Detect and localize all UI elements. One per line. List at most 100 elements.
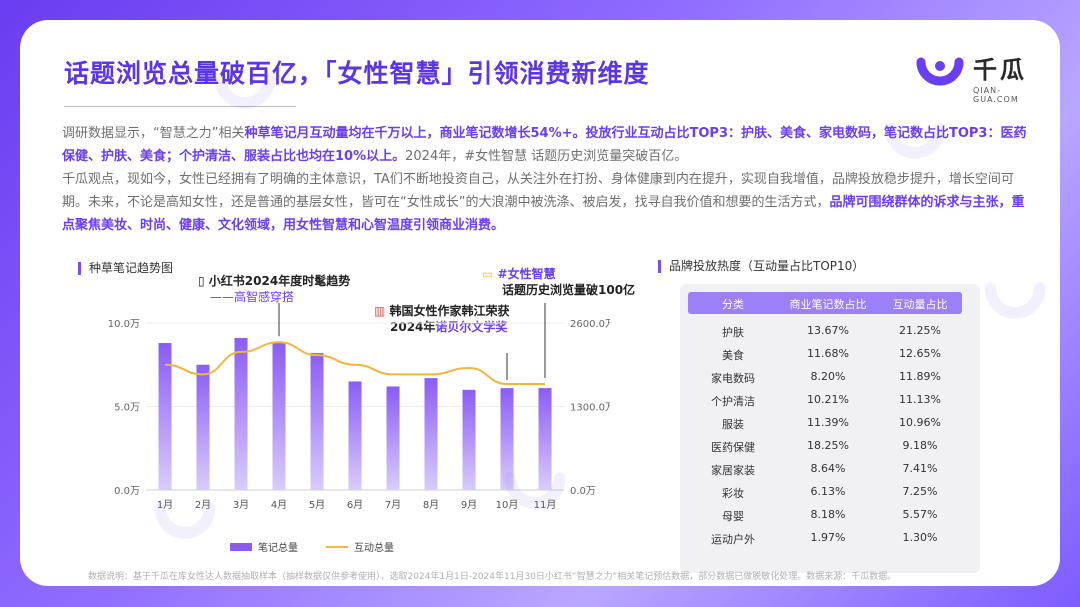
- paragraph-survey: 调研数据显示，“智慧之力”相关种草笔记月互动量均在千万以上，商业笔记数增长54%…: [62, 122, 1028, 168]
- table-cell-note-share: 18.25%: [807, 439, 849, 452]
- table-cell-category: 彩妆: [722, 487, 744, 500]
- table-cell-interaction-share: 9.18%: [902, 439, 938, 452]
- bar-notes: [424, 378, 438, 490]
- table-cell-category: 运动户外: [711, 533, 755, 546]
- table-cell-interaction-share: 7.41%: [902, 462, 938, 475]
- table-cell-interaction-share: 11.13%: [899, 393, 941, 406]
- p1-seg-0: 调研数据显示，“智慧之力”相关: [62, 126, 245, 141]
- p2-seg-0: 千瓜观点，现如今，女性已经拥有了明确的主体意识，TA们不断地投资自己，从关注外在…: [62, 172, 1014, 210]
- monitor-icon: ▭: [482, 267, 494, 281]
- watermark-logo-icon: [154, 502, 216, 539]
- table-cell-note-share: 8.20%: [810, 370, 846, 383]
- report-card: 话题浏览总量破百亿，「女性智慧」引领消费新维度 千瓜 QIAN-GUA.COM …: [20, 20, 1060, 586]
- legend-label-bar: 笔记总量: [258, 541, 298, 554]
- x-tick-label: 10月: [496, 499, 519, 511]
- x-tick-label: 5月: [309, 499, 325, 511]
- bar-notes: [462, 389, 476, 490]
- bar-notes: [348, 381, 362, 490]
- table-cell-note-share: 11.68%: [807, 347, 849, 360]
- table-cell-note-share: 10.21%: [807, 393, 849, 406]
- p1-seg-2: 2024年，#女性智慧 话题历史浏览量突破百亿。: [405, 149, 688, 164]
- table-cell-interaction-share: 7.25%: [902, 485, 938, 498]
- table-header: 分类 商业笔记数占比 互动量占比: [688, 292, 962, 314]
- x-tick-label: 11月: [534, 499, 557, 511]
- chart-section-title: 种草笔记趋势图: [78, 262, 173, 275]
- watermark-logo-icon: [504, 472, 566, 509]
- table-row: 服装 11.39% 10.96%: [688, 412, 962, 435]
- table-cell-note-share: 8.64%: [810, 462, 846, 475]
- trend-chart: 0.0万 5.0万 10.0万 0.0万 1300.0万 2600.0万 1月 2月 3月 4月 5…: [108, 303, 610, 554]
- table-header-category: 分类: [722, 298, 744, 311]
- table-cell-note-share: 8.18%: [810, 508, 846, 521]
- footnote: 数据说明：基于千瓜在库女性达人数据抽取样本（抽样数据仅供参考使用），选取2024…: [88, 572, 897, 582]
- paragraph-viewpoint: 千瓜观点，现如今，女性已经拥有了明确的主体意识，TA们不断地投资自己，从关注外在…: [62, 168, 1028, 237]
- x-tick-label: 7月: [385, 499, 401, 511]
- x-tick-label: 9月: [461, 499, 477, 511]
- legend-swatch-bar: [230, 543, 252, 551]
- table-cell-interaction-share: 12.65%: [899, 347, 941, 360]
- watermark-logo-icon: [984, 282, 1046, 319]
- table-row: 美食 11.68% 12.65%: [688, 343, 962, 366]
- bar-notes: [310, 353, 324, 490]
- table-row: 运动户外 1.97% 1.30%: [688, 527, 962, 550]
- bar-notes: [158, 343, 172, 490]
- bar-notes: [272, 343, 286, 490]
- table-cell-category: 医药保健: [711, 441, 755, 454]
- table-cell-note-share: 1.97%: [810, 531, 846, 544]
- watermark-logo-icon: [214, 72, 276, 109]
- y-left-tick-label: 10.0万: [108, 319, 140, 330]
- table-header-interaction-share: 互动量占比: [892, 298, 948, 311]
- annotation-nobel-line1: 韩国女性作家韩江荣获: [389, 304, 510, 318]
- table-row: 家居家装 8.64% 7.41%: [688, 458, 962, 481]
- table-cell-category: 护肤: [722, 326, 744, 339]
- x-tick-label: 6月: [347, 499, 363, 511]
- x-tick-label: 8月: [423, 499, 439, 511]
- bar-notes: [500, 388, 514, 490]
- table-cell-interaction-share: 10.96%: [899, 416, 941, 429]
- annotation-topic-line1: #女性智慧: [497, 267, 556, 281]
- x-tick-label: 2月: [195, 499, 211, 511]
- y-right-tick-label: 1300.0万: [570, 403, 610, 414]
- page-title: 话题浏览总量破百亿，「女性智慧」引领消费新维度: [64, 59, 650, 88]
- brand-logo: 千瓜 QIAN-GUA.COM: [913, 48, 1043, 104]
- annotation-fashion-line2: ——高智感穿搭: [210, 290, 295, 304]
- table-cell-category: 家电数码: [711, 372, 755, 385]
- p2-seg-1: 品牌可围绕群体的诉求与主张，重点聚焦美妆、时尚、健康、文化领域，用女性智慧和心智…: [62, 195, 1025, 233]
- bar-notes: [234, 338, 248, 490]
- annotation-fashion-trend: ▯ 小红书2024年度时髦趋势 ——高智感穿搭: [198, 273, 350, 305]
- y-left-tick-label: 0.0万: [114, 486, 140, 497]
- title-divider: [64, 106, 296, 107]
- table-cell-category: 家居家装: [711, 464, 755, 477]
- book-icon: ▥: [374, 304, 386, 318]
- watermark-logo-icon: [884, 122, 946, 159]
- y-left-tick-label: 5.0万: [114, 403, 140, 414]
- bar-notes: [538, 388, 552, 490]
- table-row: 护肤 13.67% 21.25%: [688, 320, 962, 343]
- industry-table: 分类 商业笔记数占比 互动量占比 护肤 13.67% 21.25% 美食 11.68% 1…: [680, 284, 980, 573]
- annotation-fashion-line1: 小红书2024年度时髦趋势: [208, 274, 351, 288]
- x-tick-label: 4月: [271, 499, 287, 511]
- table-row: 个护清洁 10.21% 11.13%: [688, 389, 962, 412]
- table-cell-note-share: 13.67%: [807, 324, 849, 337]
- phone-icon: ▯: [198, 274, 205, 288]
- table-row: 家电数码 8.20% 11.89%: [688, 366, 962, 389]
- y-right-tick-label: 2600.0万: [570, 319, 610, 330]
- table-header-note-share: 商业笔记数占比: [789, 298, 867, 311]
- table-row: 母婴 8.18% 5.57%: [688, 504, 962, 527]
- table-cell-interaction-share: 5.57%: [902, 508, 938, 521]
- table-row: 彩妆 6.13% 7.25%: [688, 481, 962, 504]
- table-cell-category: 个护清洁: [711, 395, 755, 408]
- logo-subtext: QIAN-GUA.COM: [973, 86, 1019, 104]
- table-cell-interaction-share: 11.89%: [899, 370, 941, 383]
- p1-seg-1: 种草笔记月互动量均在千万以上，商业笔记数增长54%+。投放行业互动占比TOP3：…: [62, 126, 1027, 164]
- table-row: 医药保健 18.25% 9.18%: [688, 435, 962, 458]
- table-cell-note-share: 6.13%: [810, 485, 846, 498]
- bar-notes: [196, 364, 210, 490]
- table-section-title: 品牌投放热度（互动量占比TOP10）: [658, 260, 864, 273]
- table-cell-interaction-share: 21.25%: [899, 324, 941, 337]
- annotation-topic-line2: 话题历史浏览量破100亿: [502, 283, 636, 297]
- logo-text: 千瓜: [973, 56, 1027, 84]
- table-cell-category: 美食: [722, 349, 744, 362]
- annotation-topic-views: ▭ #女性智慧 话题历史浏览量破100亿: [482, 266, 635, 298]
- table-cell-note-share: 11.39%: [807, 416, 849, 429]
